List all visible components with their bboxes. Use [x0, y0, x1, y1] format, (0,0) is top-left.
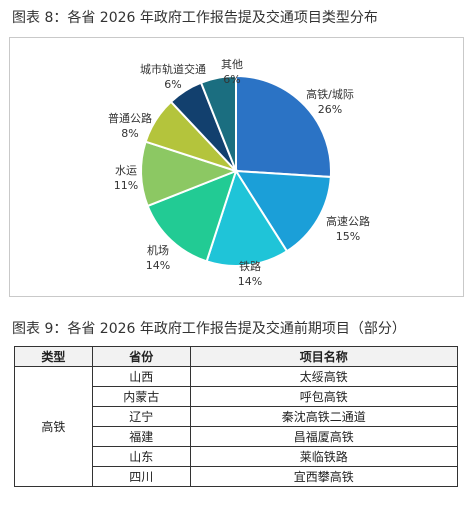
pie-slice: [205, 168, 289, 267]
pie-slice: [146, 169, 238, 263]
pie-slice: [235, 74, 332, 179]
province-cell: 辽宁: [91, 406, 191, 427]
table-row: 福建 昌福厦高铁: [15, 426, 459, 447]
project-cell: 莱临铁路: [189, 446, 459, 467]
project-cell: 昌福厦高铁: [189, 426, 459, 447]
slice-name-label: 高铁/城际: [306, 87, 354, 101]
slice-value-label: 6%: [223, 73, 240, 86]
figure9-title: 图表 9：各省 2026 年政府工作报告提及交通前期项目（部分）: [12, 321, 406, 337]
slice-value-label: 8%: [121, 127, 138, 140]
header-province: 省份: [91, 346, 191, 367]
province-cell: 福建: [91, 426, 191, 447]
project-cell: 宜西攀高铁: [189, 466, 459, 487]
pie-slice: [140, 140, 239, 208]
slice-value-label: 15%: [336, 230, 360, 243]
table-row: 山东 莱临铁路: [15, 446, 459, 467]
slice-name-label: 机场: [147, 243, 169, 257]
province-cell: 内蒙古: [91, 386, 191, 407]
table-row: 高铁 山西 太绥高铁: [14, 366, 459, 487]
pie-slice: [199, 74, 237, 172]
slice-value-label: 6%: [164, 78, 181, 91]
figure8-title: 图表 8：各省 2026 年政府工作报告提及交通项目类型分布: [12, 10, 378, 26]
province-cell: 山西: [91, 366, 191, 387]
province-cell: 山东: [91, 446, 191, 467]
table-row: 辽宁 秦沈高铁二通道: [15, 406, 459, 427]
pie-chart: 高铁/城际 26% 高速公路 15% 铁路 14% 机场 14% 水运 11% 普通公路 8% 城市轨道…: [108, 58, 370, 288]
pie-chart-frame: 高铁/城际 26% 高速公路 15% 铁路 14% 机场 14% 水运 11% 普通公路 8% 城市轨道…: [9, 37, 464, 297]
slice-name-label: 高速公路: [326, 214, 370, 228]
pie-slice: [234, 169, 332, 253]
project-table: 类型 省份 项目名称 高铁 山西 太绥高铁 内蒙古 呼包高铁 辽宁 秦沈高铁二通…: [14, 346, 459, 487]
slice-value-label: 14%: [238, 275, 262, 288]
project-cell: 秦沈高铁二通道: [189, 406, 459, 427]
slice-value-label: 14%: [146, 259, 170, 272]
table-header-row: 类型 省份 项目名称: [14, 346, 459, 367]
slice-name-label: 普通公路: [108, 111, 152, 125]
project-cell: 呼包高铁: [189, 386, 459, 407]
type-cell: 高铁: [14, 366, 93, 487]
slice-name-label: 城市轨道交通: [140, 62, 206, 76]
header-type: 类型: [14, 346, 93, 367]
project-cell: 太绥高铁: [189, 366, 459, 387]
slice-value-label: 26%: [318, 103, 342, 116]
slice-name-label: 水运: [115, 164, 137, 177]
slice-name-label: 其他: [221, 58, 243, 71]
header-project-name: 项目名称: [189, 346, 459, 367]
table-row: 四川 宜西攀高铁: [15, 466, 459, 487]
slice-name-label: 铁路: [239, 260, 261, 273]
province-cell: 四川: [91, 466, 191, 487]
slice-value-label: 11%: [114, 179, 138, 192]
